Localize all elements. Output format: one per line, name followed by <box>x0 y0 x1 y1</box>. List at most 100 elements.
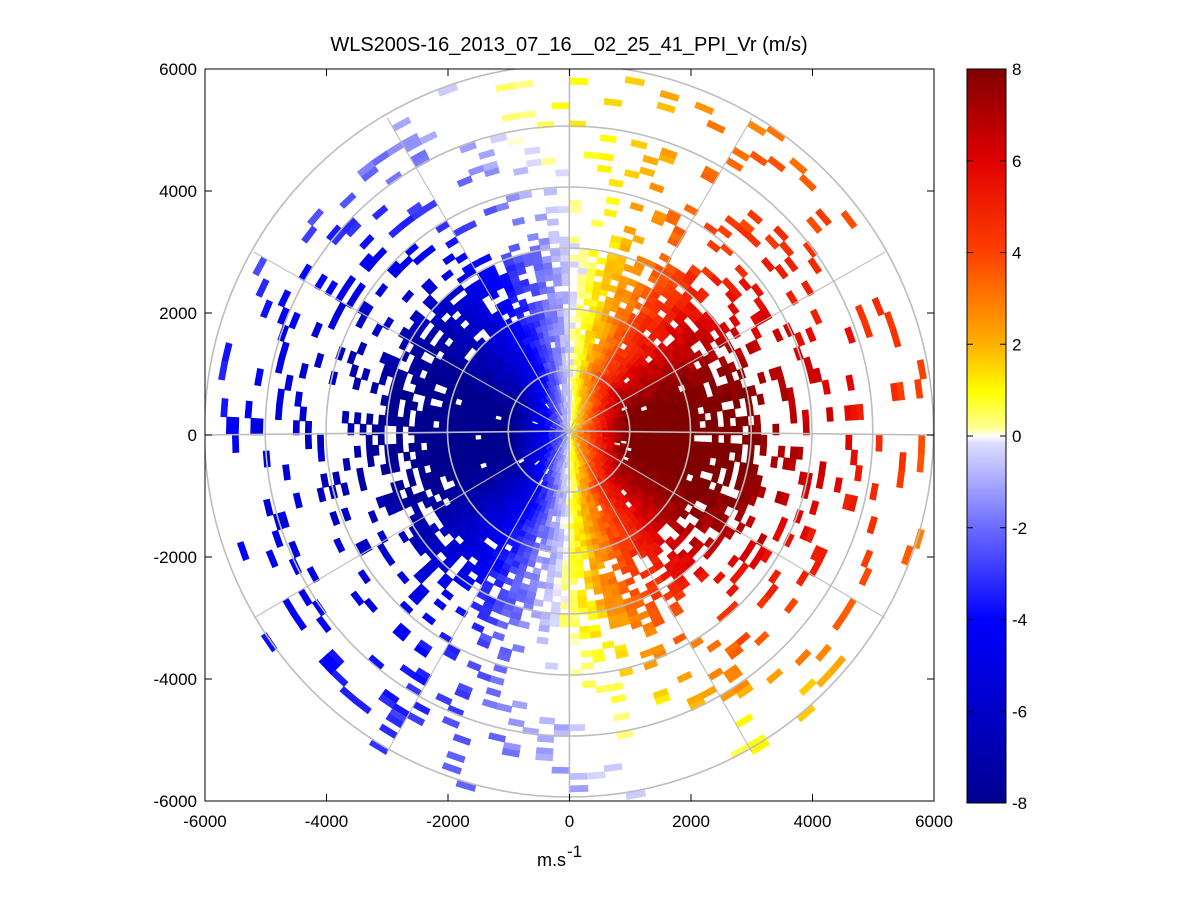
velocity-cell <box>250 417 258 436</box>
velocity-cell <box>777 445 786 458</box>
velocity-cell <box>353 445 362 458</box>
velocity-cell <box>554 297 564 305</box>
velocity-cell <box>569 77 589 86</box>
velocity-cell <box>408 442 416 453</box>
velocity-cell <box>578 434 586 437</box>
velocity-cell <box>560 266 570 274</box>
velocity-cell <box>578 248 590 257</box>
velocity-cell <box>575 297 585 305</box>
velocity-cell <box>558 328 565 336</box>
velocity-cell <box>220 397 229 418</box>
velocity-cell <box>577 273 587 281</box>
velocity-cell <box>569 559 577 567</box>
velocity-cell <box>402 417 410 427</box>
velocity-cell <box>574 540 582 549</box>
y-tick-label: -2000 <box>154 548 197 567</box>
velocity-cell <box>561 583 570 591</box>
velocity-cell <box>569 340 575 348</box>
velocity-cell <box>795 446 804 460</box>
velocity-cell <box>579 631 592 640</box>
velocity-cell <box>365 445 374 457</box>
velocity-cell <box>559 522 566 530</box>
velocity-cell <box>555 169 570 177</box>
velocity-cell <box>698 413 706 422</box>
velocity-cell <box>560 510 566 518</box>
velocity-cell <box>723 442 731 453</box>
velocity-cell <box>579 625 591 634</box>
velocity-field <box>218 76 927 800</box>
velocity-cell <box>735 416 743 427</box>
velocity-cell <box>576 291 585 299</box>
velocity-cell <box>438 434 446 443</box>
velocity-cell <box>591 219 604 228</box>
x-tick-label: -2000 <box>426 812 469 831</box>
x-tick-label: 2000 <box>672 812 710 831</box>
velocity-cell <box>592 654 606 663</box>
velocity-cell <box>481 425 489 432</box>
velocity-cell <box>559 516 566 524</box>
velocity-cell <box>552 534 560 542</box>
velocity-cell <box>753 414 761 426</box>
velocity-cell <box>538 237 550 246</box>
velocity-cell <box>577 595 588 603</box>
velocity-cell <box>569 291 578 299</box>
velocity-cell <box>569 504 574 512</box>
velocity-cell <box>538 624 550 633</box>
velocity-cell <box>569 358 574 366</box>
azimuth-spoke <box>568 430 571 801</box>
velocity-cell <box>576 571 585 579</box>
velocity-cell <box>549 613 561 622</box>
velocity-cell <box>408 426 416 436</box>
velocity-cell <box>421 497 432 509</box>
velocity-cell <box>540 562 550 571</box>
velocity-cell <box>575 309 583 318</box>
velocity-cell <box>561 571 570 579</box>
velocity-cell <box>561 577 570 585</box>
velocity-cell <box>547 230 560 239</box>
velocity-cell <box>576 285 586 293</box>
velocity-cell <box>575 315 583 324</box>
velocity-cell <box>548 236 560 245</box>
y-tick-label: -6000 <box>154 792 197 811</box>
velocity-cell <box>578 340 585 348</box>
velocity-cell <box>317 434 325 449</box>
velocity-cell <box>638 438 646 444</box>
velocity-cell <box>589 630 602 639</box>
velocity-cell <box>669 434 677 441</box>
velocity-cell <box>668 445 676 453</box>
velocity-cell <box>560 602 570 610</box>
velocity-cell <box>726 459 735 471</box>
velocity-cell <box>705 427 713 436</box>
velocity-cell <box>420 419 428 428</box>
velocity-cell <box>438 525 450 538</box>
velocity-cell <box>468 434 476 441</box>
velocity-cell <box>556 552 564 561</box>
velocity-cell <box>596 256 608 266</box>
velocity-cell <box>438 427 446 436</box>
velocity-cell <box>711 434 719 444</box>
velocity-cell <box>754 434 762 446</box>
velocity-cell <box>558 534 565 542</box>
velocity-cell <box>578 254 589 263</box>
velocity-cell <box>557 540 565 549</box>
velocity-cell <box>693 427 701 436</box>
velocity-cell <box>559 614 570 622</box>
velocity-cell <box>569 309 577 317</box>
azimuth-spoke <box>568 69 571 432</box>
velocity-cell <box>463 417 471 425</box>
velocity-cell <box>469 439 477 446</box>
velocity-cell <box>558 528 565 536</box>
velocity-cell <box>723 434 731 444</box>
velocity-cell <box>546 218 559 227</box>
velocity-cell <box>426 441 434 451</box>
velocity-cell <box>594 268 605 278</box>
velocity-cell <box>414 442 422 452</box>
velocity-cell <box>674 445 682 454</box>
velocity-cell <box>415 450 423 460</box>
velocity-cell <box>341 410 350 424</box>
velocity-cell <box>569 535 576 543</box>
velocity-cell <box>569 522 575 530</box>
velocity-cell <box>561 279 570 287</box>
velocity-cell <box>560 596 570 604</box>
velocity-cell <box>789 410 798 424</box>
